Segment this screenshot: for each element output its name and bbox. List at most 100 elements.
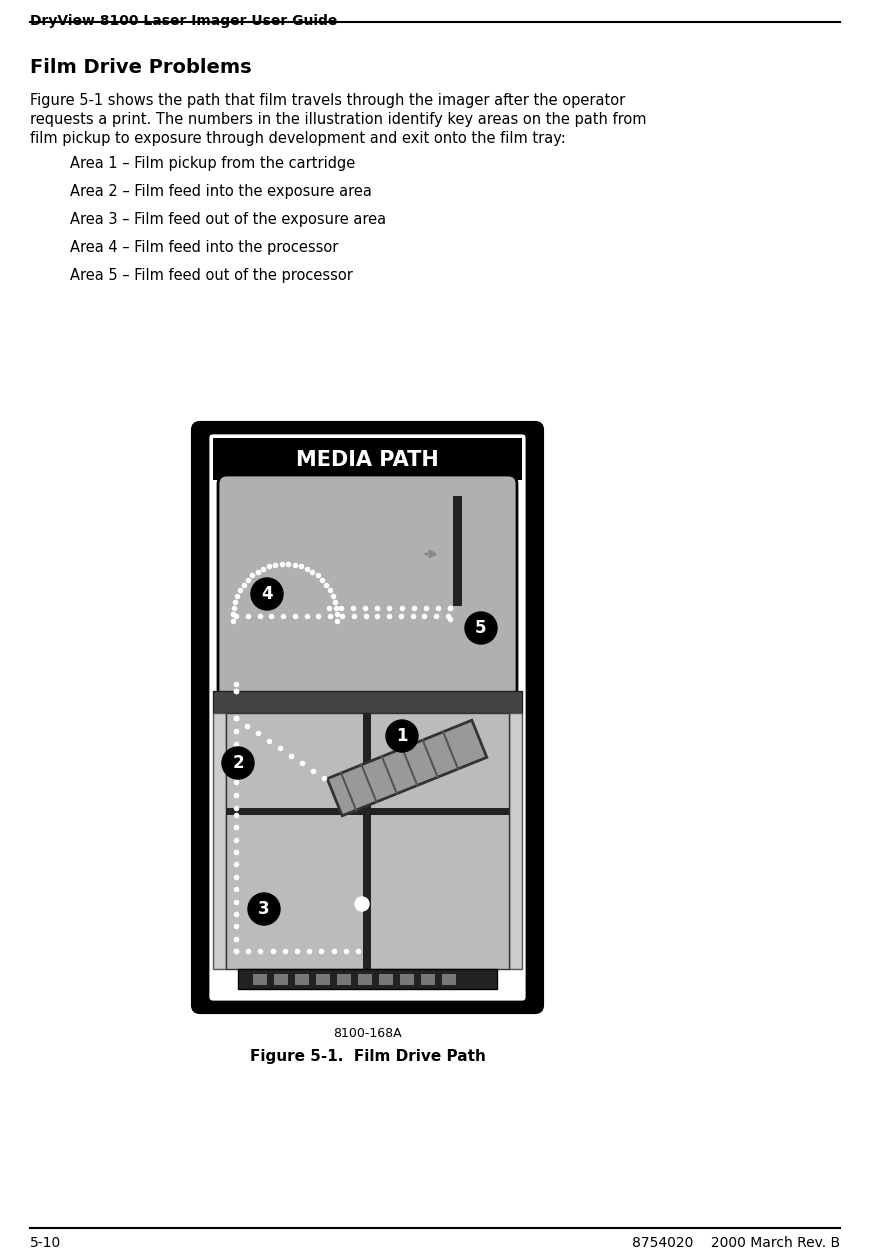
Bar [238,968,496,988]
Point [350,941,364,961]
Point [250,562,264,582]
Point [338,941,352,961]
Text: 1: 1 [395,728,408,745]
Point [310,565,324,585]
Point [229,708,242,728]
Point [335,607,348,626]
Bar [421,973,434,985]
Point [394,607,408,626]
Point [262,557,276,577]
Bar [441,973,455,985]
Point [229,941,242,961]
Point [442,609,456,629]
Point [442,598,456,618]
Point [295,753,308,773]
Point [229,916,242,936]
Point [334,598,348,618]
Point [322,580,336,600]
Point [370,598,384,618]
Point [275,607,289,626]
Bar [336,973,350,985]
Point [288,607,302,626]
Point [281,554,295,574]
Point [273,738,287,758]
Point [370,607,384,626]
Point [329,604,343,624]
Point [228,592,242,612]
Point [229,830,242,850]
Point [229,746,242,766]
Point [319,574,333,594]
Text: requests a print. The numbers in the illustration identify key areas on the path: requests a print. The numbers in the ill… [30,112,646,127]
Polygon shape [327,720,487,816]
Text: 5-10: 5-10 [30,1236,61,1248]
Point [229,855,242,875]
Text: Area 5 – Film feed out of the processor: Area 5 – Film feed out of the processor [70,268,353,283]
Circle shape [355,897,368,911]
Point [395,598,408,618]
Point [245,565,259,585]
Circle shape [222,748,254,779]
Point [329,598,343,618]
Text: Figure 5-1 shows the path that film travels through the imager after the operato: Figure 5-1 shows the path that film trav… [30,94,625,109]
Point [289,941,303,961]
Point [329,610,343,630]
Point [229,681,242,701]
Point [241,570,255,590]
Point [358,598,372,618]
Point [229,773,242,792]
FancyBboxPatch shape [193,423,541,1012]
Point [229,867,242,887]
Point [229,785,242,805]
Point [229,681,242,701]
Point [241,607,255,626]
Point [256,559,270,579]
Point [322,598,335,618]
Point [381,607,395,626]
Point [405,607,419,626]
Point [229,904,242,924]
Point [346,598,360,618]
Point [358,607,372,626]
Bar [226,807,508,815]
Point [323,607,337,626]
Bar [274,973,288,985]
Bar [362,713,370,968]
Point [315,570,328,590]
Text: 5: 5 [474,619,486,636]
Point [382,598,396,618]
Point [299,559,313,579]
Point [314,941,328,961]
Text: MEDIA PATH: MEDIA PATH [295,451,438,470]
FancyBboxPatch shape [208,433,527,1002]
Point [251,723,265,743]
Point [428,607,442,626]
Bar [400,973,414,985]
Point [262,730,275,750]
Point [283,745,297,765]
Point [299,607,313,626]
Point [347,607,361,626]
Bar [453,495,461,607]
FancyBboxPatch shape [218,475,516,698]
Text: Area 4 – Film feed into the processor: Area 4 – Film feed into the processor [70,240,338,255]
Point [294,557,308,577]
Point [230,585,244,605]
Point [229,941,242,961]
Point [229,805,242,825]
Point [302,941,315,961]
Bar [213,713,226,968]
Text: 4: 4 [261,585,273,603]
Point [229,797,242,817]
Point [306,760,320,780]
Bar [253,973,267,985]
Point [229,607,242,626]
Point [229,708,242,728]
Text: 8100-168A: 8100-168A [333,1027,401,1040]
Point [229,879,242,899]
Point [442,598,456,618]
Point [229,708,242,728]
Point [226,610,240,630]
Point [326,941,340,961]
Point [229,760,242,780]
